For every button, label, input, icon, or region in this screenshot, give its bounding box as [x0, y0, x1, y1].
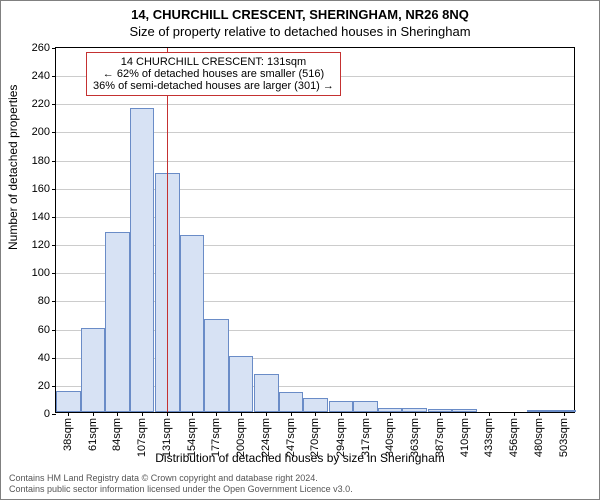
x-tick-mark: [366, 412, 367, 416]
y-tick-label: 80: [38, 295, 50, 307]
y-tick-label: 0: [44, 408, 50, 420]
x-tick-mark: [415, 412, 416, 416]
callout-line3: 36% of semi-detached houses are larger (…: [93, 80, 334, 92]
histogram-bar: [353, 401, 378, 412]
x-tick-mark: [291, 412, 292, 416]
histogram-bar: [56, 391, 81, 412]
gridline: [56, 104, 574, 105]
histogram-bar: [81, 328, 106, 412]
x-tick-mark: [564, 412, 565, 416]
y-tick-label: 20: [38, 380, 50, 392]
x-tick-mark: [142, 412, 143, 416]
histogram-bar: [329, 401, 354, 412]
y-tick-mark: [52, 330, 56, 331]
y-tick-label: 60: [38, 324, 50, 336]
y-tick-mark: [52, 48, 56, 49]
x-tick-mark: [465, 412, 466, 416]
y-tick-label: 140: [32, 211, 50, 223]
y-tick-label: 40: [38, 352, 50, 364]
y-tick-label: 160: [32, 183, 50, 195]
histogram-bar: [229, 356, 254, 412]
y-tick-label: 220: [32, 98, 50, 110]
y-tick-label: 120: [32, 239, 50, 251]
histogram-bar: [105, 232, 130, 412]
x-tick-label: 38sqm: [62, 418, 74, 451]
x-tick-mark: [341, 412, 342, 416]
y-tick-label: 240: [32, 70, 50, 82]
x-tick-label: 84sqm: [111, 418, 123, 451]
y-tick-label: 260: [32, 42, 50, 54]
histogram-bar: [254, 374, 279, 412]
reference-line: [167, 48, 168, 412]
credits-line-1: Contains HM Land Registry data © Crown c…: [9, 473, 353, 484]
histogram-bar: [130, 108, 155, 412]
plot-wrap: 02040608010012014016018020022024026038sq…: [55, 47, 575, 413]
x-tick-mark: [440, 412, 441, 416]
y-axis-label: Number of detached properties: [6, 85, 20, 250]
y-tick-mark: [52, 189, 56, 190]
y-tick-mark: [52, 217, 56, 218]
x-tick-mark: [315, 412, 316, 416]
histogram-bar: [180, 235, 205, 412]
x-tick-mark: [390, 412, 391, 416]
credits-line-2: Contains public sector information licen…: [9, 484, 353, 495]
y-tick-label: 100: [32, 267, 50, 279]
callout-line1: 14 CHURCHILL CRESCENT: 131sqm: [93, 56, 334, 68]
histogram-bar: [303, 398, 328, 412]
y-tick-mark: [52, 132, 56, 133]
y-tick-mark: [52, 104, 56, 105]
y-tick-mark: [52, 273, 56, 274]
credits: Contains HM Land Registry data © Crown c…: [9, 473, 353, 495]
page-subtitle: Size of property relative to detached ho…: [1, 22, 599, 41]
callout-line2: ← 62% of detached houses are smaller (51…: [93, 68, 334, 80]
x-tick-mark: [167, 412, 168, 416]
page-title: 14, CHURCHILL CRESCENT, SHERINGHAM, NR26…: [1, 1, 599, 22]
plot-area: 02040608010012014016018020022024026038sq…: [55, 47, 575, 413]
y-tick-mark: [52, 301, 56, 302]
x-tick-mark: [192, 412, 193, 416]
y-tick-mark: [52, 414, 56, 415]
chart-container: 14, CHURCHILL CRESCENT, SHERINGHAM, NR26…: [0, 0, 600, 500]
x-tick-mark: [489, 412, 490, 416]
y-tick-mark: [52, 386, 56, 387]
x-tick-mark: [266, 412, 267, 416]
x-tick-mark: [117, 412, 118, 416]
x-tick-mark: [216, 412, 217, 416]
x-tick-mark: [68, 412, 69, 416]
x-tick-mark: [539, 412, 540, 416]
x-tick-label: 61sqm: [87, 418, 99, 451]
y-tick-mark: [52, 76, 56, 77]
y-tick-mark: [52, 358, 56, 359]
x-tick-mark: [514, 412, 515, 416]
histogram-bar: [279, 392, 304, 412]
x-tick-mark: [93, 412, 94, 416]
callout-box: 14 CHURCHILL CRESCENT: 131sqm← 62% of de…: [86, 52, 341, 96]
y-tick-label: 200: [32, 126, 50, 138]
y-tick-mark: [52, 161, 56, 162]
x-tick-mark: [241, 412, 242, 416]
histogram-bar: [204, 319, 229, 412]
y-tick-label: 180: [32, 155, 50, 167]
x-axis-label: Distribution of detached houses by size …: [1, 451, 599, 465]
y-tick-mark: [52, 245, 56, 246]
